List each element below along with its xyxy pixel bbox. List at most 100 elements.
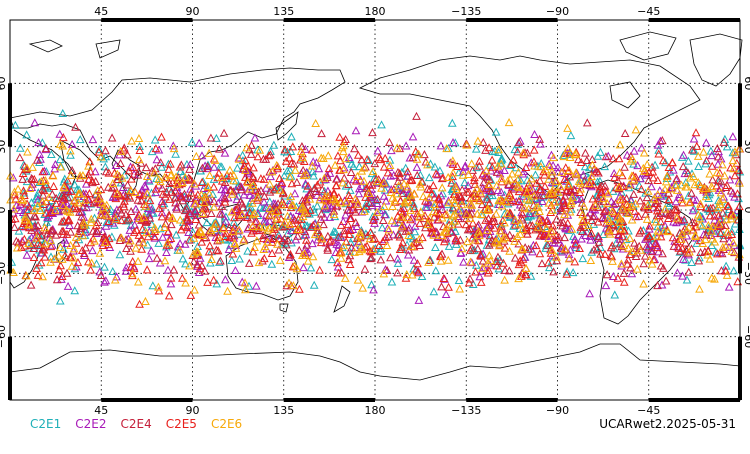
occultation-marker: [718, 160, 727, 169]
occultation-marker: [377, 183, 386, 192]
occultation-marker: [353, 171, 362, 180]
occultation-marker: [425, 185, 435, 194]
occultation-marker: [507, 169, 517, 178]
occultation-marker: [657, 222, 666, 231]
occultation-marker: [58, 108, 68, 117]
occultation-marker: [648, 173, 658, 182]
occultation-marker: [652, 241, 662, 250]
occultation-marker: [200, 197, 209, 206]
occultation-marker: [368, 244, 378, 254]
occultation-marker: [483, 204, 493, 213]
occultation-marker: [410, 227, 420, 236]
occultation-marker: [423, 218, 433, 227]
occultation-marker: [12, 236, 21, 245]
occultation-marker: [412, 154, 422, 163]
occultation-marker: [217, 172, 227, 181]
occultation-marker: [96, 270, 106, 280]
occultation-marker: [217, 185, 226, 194]
occultation-marker: [608, 154, 618, 163]
right-lat-label: 60: [742, 76, 750, 90]
occultation-marker: [248, 221, 257, 231]
occultation-marker: [292, 177, 302, 186]
top-lon-label: 45: [94, 5, 108, 18]
left-lat-label: −60: [0, 325, 8, 348]
occultation-marker: [642, 193, 652, 202]
frame-bar-right: [738, 83, 742, 147]
occultation-marker: [302, 170, 311, 179]
occultation-marker: [732, 158, 742, 167]
occultation-marker: [689, 146, 699, 155]
occultation-marker: [611, 183, 621, 192]
occultation-marker: [241, 172, 250, 181]
occultation-marker: [593, 202, 603, 211]
occultation-marker: [147, 219, 157, 228]
occultation-marker: [728, 188, 738, 197]
occultation-marker: [456, 192, 466, 201]
occultation-marker: [724, 242, 734, 251]
occultation-marker: [472, 184, 482, 193]
occultation-marker: [364, 188, 374, 197]
occultation-marker: [643, 186, 653, 195]
occultation-marker: [124, 213, 134, 222]
occultation-marker: [576, 184, 585, 193]
occultation-marker: [527, 174, 536, 183]
occultation-marker: [550, 197, 560, 206]
occultation-marker: [547, 245, 557, 254]
occultation-marker: [404, 188, 414, 198]
occultation-marker: [250, 242, 259, 251]
occultation-marker: [39, 166, 49, 175]
occultation-marker: [474, 161, 484, 170]
occultation-marker: [67, 261, 77, 270]
occultation-marker: [668, 233, 678, 242]
occultation-marker: [92, 259, 101, 268]
occultation-marker: [729, 164, 738, 173]
occultation-marker: [446, 227, 456, 236]
occultation-marker: [280, 217, 290, 226]
occultation-marker: [441, 223, 451, 232]
occultation-marker: [157, 132, 166, 141]
occultation-marker: [352, 233, 362, 242]
occultation-marker: [287, 179, 297, 188]
occultation-marker: [560, 174, 570, 183]
occultation-marker: [705, 211, 715, 220]
occultation-marker: [70, 180, 80, 189]
occultation-marker: [58, 201, 68, 210]
occultation-marker: [614, 212, 623, 221]
occultation-marker: [44, 192, 54, 202]
occultation-marker: [514, 167, 523, 176]
occultation-marker: [370, 233, 380, 243]
occultation-marker: [57, 271, 67, 281]
occultation-marker: [631, 199, 640, 208]
occultation-marker: [189, 198, 199, 207]
occultation-marker: [282, 281, 292, 290]
occultation-marker: [189, 233, 199, 242]
occultation-marker: [352, 222, 362, 231]
occultation-marker: [160, 172, 170, 181]
occultation-marker: [415, 179, 425, 188]
occultation-marker: [563, 123, 572, 132]
occultation-marker: [313, 221, 323, 230]
occultation-marker: [117, 233, 126, 242]
occultation-marker: [553, 187, 563, 196]
occultation-marker: [642, 170, 651, 179]
occultation-marker: [182, 201, 192, 210]
occultation-marker: [272, 160, 282, 169]
occultation-marker: [194, 220, 204, 229]
occultation-marker: [683, 168, 693, 177]
occultation-marker: [557, 167, 567, 176]
right-lat-label: 30: [742, 140, 750, 154]
occultation-marker: [261, 217, 271, 226]
occultation-marker: [526, 158, 536, 167]
occultation-marker: [730, 219, 740, 228]
occultation-marker: [496, 159, 506, 168]
occultation-marker: [351, 176, 361, 185]
occultation-marker: [465, 199, 475, 208]
occultation-marker: [466, 257, 475, 266]
occultation-marker: [84, 175, 93, 184]
occultation-marker: [320, 201, 330, 210]
occultation-marker: [696, 199, 705, 208]
occultation-marker: [100, 262, 109, 271]
frame-bar-top: [101, 18, 193, 22]
occultation-marker: [344, 229, 354, 238]
occultation-marker: [488, 147, 497, 156]
